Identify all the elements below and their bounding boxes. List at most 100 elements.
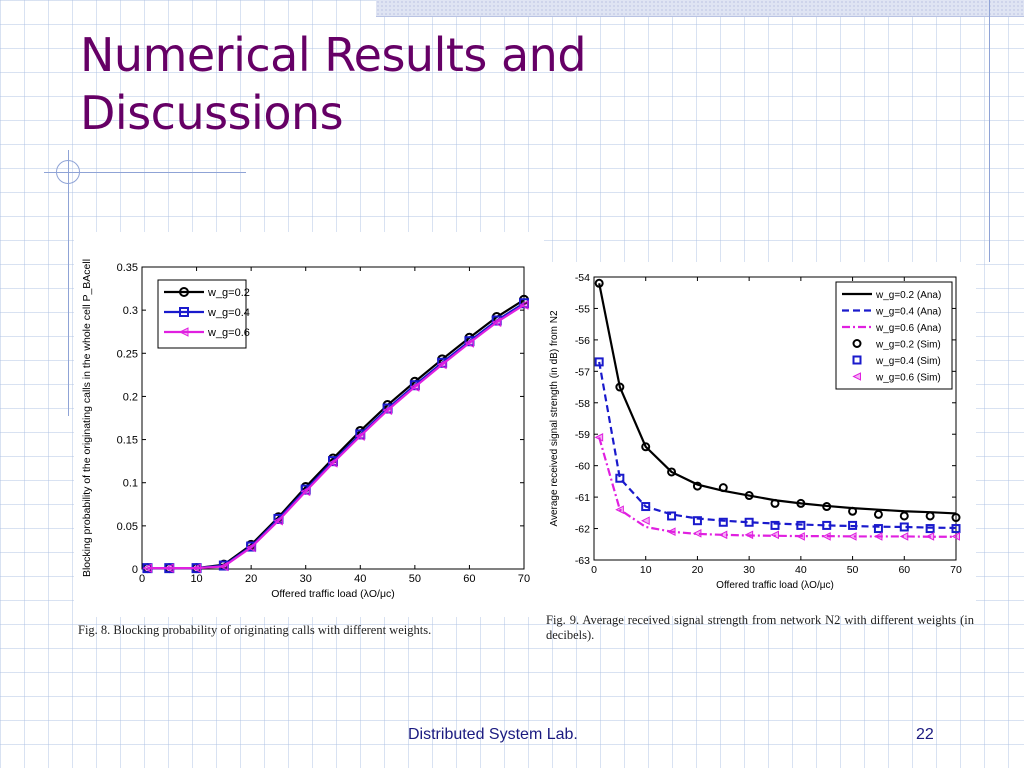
x-tick-label: 70 [950, 564, 962, 576]
series-4 [594, 357, 961, 534]
series-2 [598, 437, 956, 538]
data-point [873, 524, 883, 534]
data-point [615, 473, 625, 483]
figure-8: 0 10 20 30 40 50 60 70 0 0.05 0.1 0.15 0.2 0.25 0.3 0.3… [74, 232, 544, 617]
footer-lab-name: Distributed System Lab. [408, 726, 578, 743]
y-tick-label: 0 [132, 564, 138, 576]
series-2 [142, 300, 529, 573]
y-tick-label: -62 [575, 524, 590, 536]
y-tick-label: -59 [575, 429, 590, 441]
x-tick-label: 10 [190, 573, 202, 585]
data-point [355, 431, 365, 441]
blocking-probability-chart: 0 10 20 30 40 50 60 70 0 0.05 0.1 0.15 0.2 0.25 0.3 0.3… [81, 259, 530, 600]
data-point [744, 517, 754, 527]
legend-marker [852, 372, 861, 381]
y-tick-label: -61 [575, 492, 590, 504]
legend-marker [852, 355, 862, 365]
y-tick-label: -54 [575, 272, 590, 284]
data-point [848, 520, 858, 530]
data-point [925, 532, 935, 541]
data-point [409, 382, 420, 392]
y-tick-label: 0.25 [117, 348, 138, 360]
x-tick-label: 20 [692, 564, 704, 576]
x-tick-label: 0 [139, 573, 145, 585]
series-line [147, 304, 525, 570]
page-number: 22 [916, 726, 934, 743]
figure-8-caption: Fig. 8. Blocking probability of originat… [78, 623, 432, 637]
figure-9: 0 10 20 30 40 50 60 70 -63 -62 -61 -60 -59 -58 -57 -56 -… [544, 262, 976, 616]
data-point [899, 511, 909, 521]
data-point [873, 509, 883, 519]
data-point [437, 359, 447, 370]
legend-marker [179, 307, 189, 317]
data-point [822, 520, 832, 530]
legend-label: w_g=0.4 [207, 307, 250, 319]
x-tick-label: 30 [743, 564, 755, 576]
data-point [951, 532, 960, 541]
series-line [598, 437, 956, 538]
data-point [218, 561, 229, 572]
data-point [848, 506, 858, 516]
data-point [718, 530, 728, 540]
data-point [744, 491, 754, 501]
top-decor-band [376, 0, 1024, 17]
data-point [594, 278, 604, 288]
series-3 [594, 278, 961, 523]
data-point [951, 524, 961, 534]
x-tick-label: 60 [463, 573, 475, 585]
data-point [142, 563, 152, 573]
series-5 [594, 433, 960, 541]
data-point [594, 357, 604, 367]
legend-label: w_g=0.4 (Sim) [875, 356, 941, 367]
data-point [491, 317, 502, 328]
data-point [191, 563, 202, 573]
figure-9-caption: Fig. 9. Average received signal strength… [546, 613, 974, 642]
data-point [667, 467, 677, 477]
legend: w_g=0.2 w_g=0.4 w_g=0.6 [157, 279, 250, 349]
x-tick-label: 50 [409, 573, 421, 585]
data-point [899, 532, 909, 541]
y-tick-label: -63 [575, 555, 590, 567]
data-point [667, 511, 677, 521]
data-point [300, 486, 311, 497]
data-point [770, 520, 780, 530]
legend-box [835, 281, 953, 390]
data-point [666, 527, 676, 537]
decor-horizontal-line [44, 172, 246, 173]
x-tick-label: 30 [300, 573, 312, 585]
decor-circle [56, 160, 80, 184]
data-point [925, 524, 935, 534]
x-axis-label: Offered traffic load (λO/μc) [271, 588, 395, 600]
data-point [641, 442, 651, 452]
legend-label: w_g=0.6 (Sim) [875, 373, 941, 384]
y-tick-label: 0.05 [117, 521, 138, 533]
x-tick-label: 60 [898, 564, 910, 576]
decor-left-line [68, 150, 69, 416]
legend-label: w_g=0.6 [207, 327, 250, 339]
x-tick-label: 50 [847, 564, 859, 576]
y-axis-label: Average received signal strength (in dB)… [549, 310, 560, 526]
x-axis-label: Offered traffic load (λO/μc) [716, 580, 834, 591]
legend-marker [852, 339, 862, 348]
y-tick-label: 0.3 [123, 305, 138, 317]
legend-label: w_g=0.2 (Ana) [875, 290, 941, 301]
data-point [796, 498, 806, 508]
y-tick-label: -60 [575, 461, 590, 473]
slide-title: Numerical Results and Discussions [80, 26, 720, 142]
legend-label: w_g=0.2 [207, 287, 250, 299]
data-point [873, 532, 883, 541]
data-point [718, 483, 728, 493]
x-tick-label: 20 [245, 573, 257, 585]
data-point [641, 502, 651, 512]
legend: w_g=0.2 (Ana) w_g=0.4 (Ana) w_g=0.6 (Ana) w… [835, 281, 953, 390]
decor-vertical-line [989, 0, 990, 262]
data-point [692, 516, 702, 526]
data-point [641, 516, 650, 526]
legend-label: w_g=0.6 (Ana) [875, 323, 941, 334]
data-point [770, 498, 780, 508]
data-point [822, 502, 832, 512]
title-line-2: Discussions [80, 86, 344, 140]
legend-marker [178, 327, 189, 337]
data-point [796, 520, 806, 530]
y-tick-label: -56 [575, 335, 590, 347]
